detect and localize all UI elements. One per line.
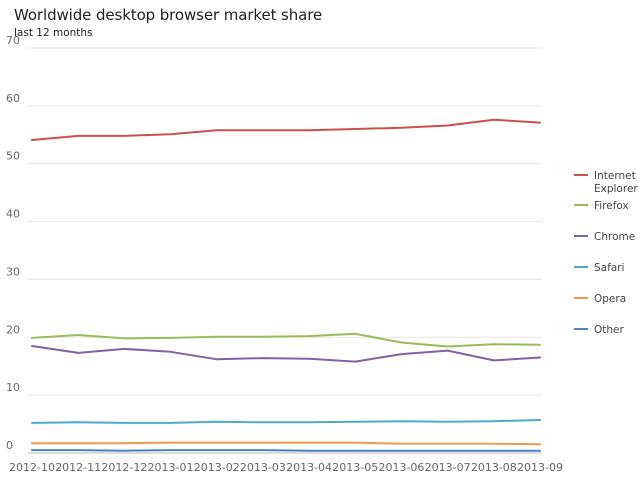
x-tick-label: 2013-01 — [148, 461, 194, 474]
series-line-other — [31, 449, 541, 452]
x-tick-label: 2013-06 — [378, 461, 424, 474]
legend-label-internet-explorer: Internet — [594, 170, 636, 182]
x-tick-label: 2012-12 — [101, 461, 147, 474]
legend-label-internet-explorer: Explorer — [594, 183, 638, 195]
legend-label-firefox: Firefox — [594, 200, 629, 212]
y-tick-label: 60 — [6, 92, 20, 105]
legend-label-other: Other — [594, 324, 624, 336]
x-tick-label: 2012-11 — [55, 461, 101, 474]
y-axis: 0 10 20 30 40 50 60 70 — [6, 34, 20, 452]
x-tick-label: 2012-10 — [9, 461, 55, 474]
x-tick-label: 2013-02 — [194, 461, 240, 474]
x-tick-label: 2013-08 — [471, 461, 517, 474]
series-line-firefox — [31, 332, 541, 348]
x-tick-label: 2013-09 — [517, 461, 563, 474]
y-tick-label: 50 — [6, 150, 20, 163]
x-tick-label: 2013-05 — [332, 461, 378, 474]
y-tick-label: 30 — [6, 265, 20, 278]
legend-label-safari: Safari — [594, 262, 624, 274]
x-tick-label: 2013-07 — [425, 461, 471, 474]
series-line-internet-explorer — [31, 118, 541, 141]
series-line-chrome — [31, 345, 541, 363]
y-tick-label: 10 — [6, 381, 20, 394]
x-tick-label: 2013-03 — [240, 461, 286, 474]
series-lines — [31, 118, 541, 452]
x-axis: 2012-10 2012-11 2012-12 2013-01 2013-02 2013-… — [9, 461, 563, 474]
chart-title: Worldwide desktop browser market share — [14, 6, 323, 24]
y-tick-label: 0 — [6, 439, 13, 452]
legend-label-opera: Opera — [594, 293, 626, 305]
series-line-safari — [31, 419, 541, 424]
y-tick-label: 40 — [6, 208, 20, 221]
chart-subtitle: last 12 months — [14, 27, 93, 39]
y-tick-label: 20 — [6, 323, 20, 336]
legend-label-chrome: Chrome — [594, 231, 635, 243]
series-line-opera — [31, 441, 541, 446]
y-tick-label: 70 — [6, 34, 20, 47]
gridlines — [28, 47, 542, 454]
x-tick-label: 2013-04 — [286, 461, 332, 474]
